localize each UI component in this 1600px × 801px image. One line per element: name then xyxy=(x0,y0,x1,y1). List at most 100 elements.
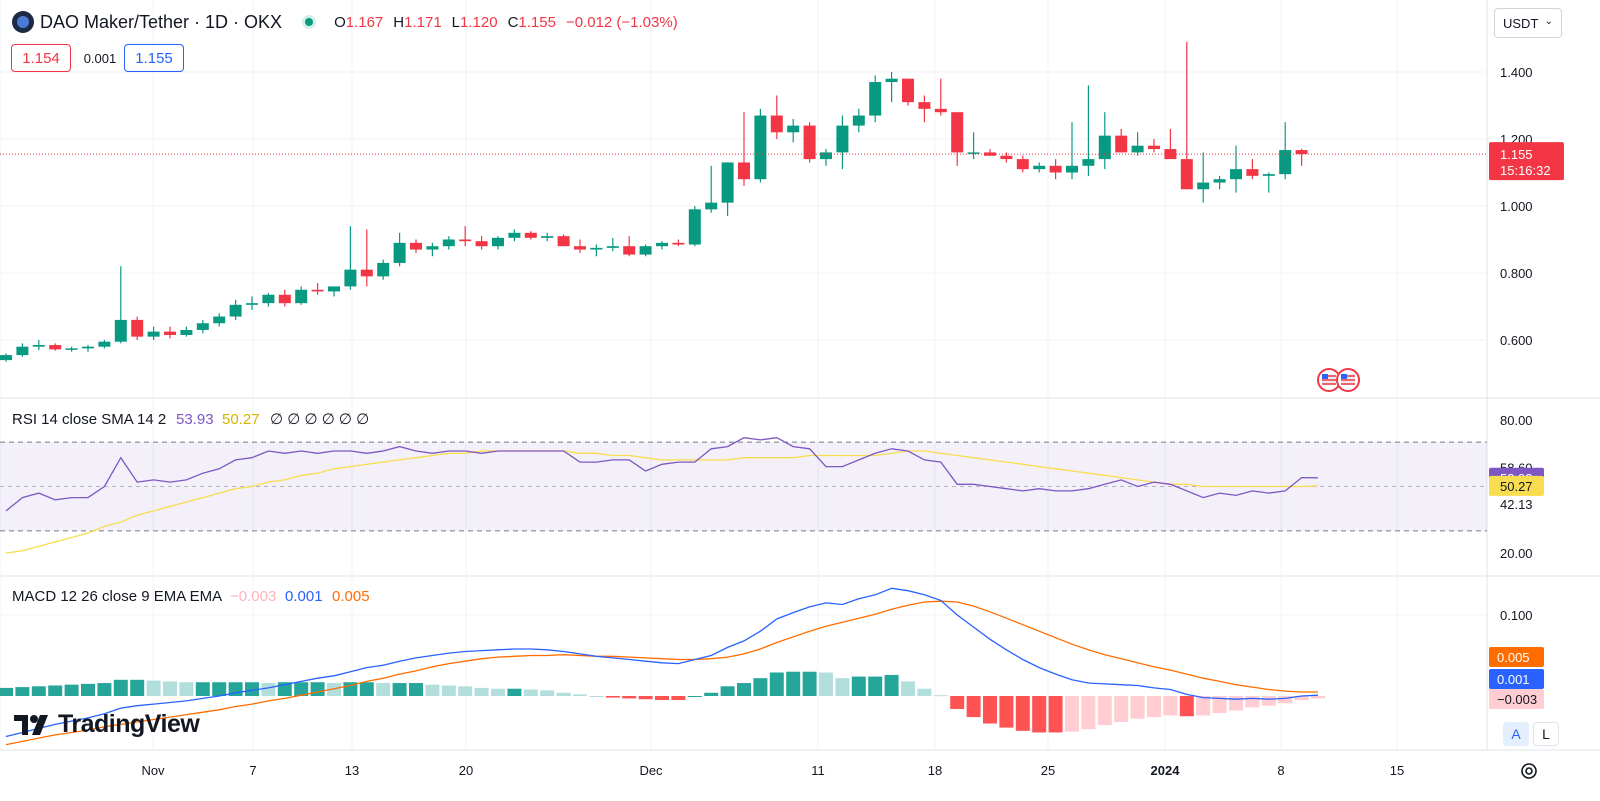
candle-body xyxy=(229,304,242,317)
candle-body xyxy=(1082,159,1095,166)
macd-histogram-bar xyxy=(294,682,309,696)
macd-histogram-bar xyxy=(1048,696,1063,733)
macd-histogram-bar xyxy=(753,678,768,696)
price-pane xyxy=(0,41,1487,362)
candle-body xyxy=(98,341,111,347)
symbol-title[interactable]: DAO Maker/Tether · 1D · OKX xyxy=(40,11,283,32)
candle-body xyxy=(688,209,701,245)
macd-histogram-bar xyxy=(245,682,259,696)
candle-body xyxy=(541,236,554,238)
sell-price-button[interactable]: 1.154 xyxy=(11,44,71,72)
rsi-tick-label: 80.00 xyxy=(1500,413,1533,428)
price-tick-label: 1.400 xyxy=(1500,65,1533,80)
candle-body xyxy=(574,246,586,250)
macd-histogram-bar xyxy=(901,681,915,696)
time-tick-label: 8 xyxy=(1277,763,1284,778)
candle-body xyxy=(1115,135,1128,153)
countdown-label: 15:16:32 xyxy=(1500,163,1551,178)
time-tick-label: 20 xyxy=(459,763,473,778)
candle-body xyxy=(180,329,193,335)
candle-body xyxy=(770,115,783,133)
macd-histogram-bar xyxy=(425,684,440,696)
macd-histogram-bar xyxy=(1229,696,1243,711)
time-tick-label: 2024 xyxy=(1151,763,1181,778)
macd-histogram-bar xyxy=(212,682,227,696)
buy-price-button[interactable]: 1.155 xyxy=(124,44,184,72)
currency-label: USDT xyxy=(1503,15,1539,31)
candle-body xyxy=(1033,165,1046,170)
candle-body xyxy=(1131,145,1144,153)
candle-body xyxy=(787,125,800,133)
log-scale-button[interactable]: L xyxy=(1533,722,1559,746)
time-tick-label: Dec xyxy=(639,763,663,778)
macd-histogram-bar xyxy=(392,683,407,696)
ohlc-low: L1.120 xyxy=(451,13,498,31)
candle-body xyxy=(1230,169,1242,180)
macd-histogram-bar xyxy=(1278,696,1293,704)
macd-histogram-bar xyxy=(1212,696,1227,714)
currency-select[interactable]: USDT ⌄ xyxy=(1494,8,1562,38)
flag-canton xyxy=(1341,374,1347,379)
rsi-value-tag xyxy=(1489,475,1544,496)
candle-body xyxy=(131,319,144,337)
macd-histogram-bar xyxy=(441,685,456,696)
macd-histogram-bar xyxy=(491,688,505,696)
candle-body xyxy=(246,303,258,305)
macd-legend-value: 0.001 xyxy=(285,588,323,605)
macd-histogram-bar xyxy=(1081,696,1096,730)
candle-body xyxy=(1049,165,1062,173)
ohlc-close: C1.155 xyxy=(507,13,556,31)
candle-body xyxy=(1246,169,1259,176)
macd-histogram-bar xyxy=(310,682,325,696)
macd-histogram-bar xyxy=(933,695,948,697)
flag-canton xyxy=(1322,374,1328,379)
candle-body xyxy=(1180,159,1193,190)
legend-header: DAO Maker/Tether · 1D · OKX O1.167 H1.17… xyxy=(12,10,678,34)
candle-body xyxy=(967,152,980,154)
macd-histogram-bar xyxy=(97,683,112,696)
macd-histogram-bar xyxy=(261,683,276,696)
candle-body xyxy=(492,237,504,247)
macd-value-tag xyxy=(1489,689,1544,709)
candle-body xyxy=(442,239,455,247)
macd-histogram-bar xyxy=(605,696,620,698)
macd-histogram-bar xyxy=(458,686,473,696)
time-tick-label: 15 xyxy=(1390,763,1404,778)
market-status-icon[interactable] xyxy=(302,15,317,29)
time-tick-label: 25 xyxy=(1041,763,1055,778)
gear-icon[interactable] xyxy=(1518,760,1540,782)
tradingview-logo[interactable]: TradingView xyxy=(14,710,200,739)
candle-body xyxy=(114,319,127,342)
macd-histogram-bar xyxy=(720,686,735,696)
rsi-tick-label: 20.00 xyxy=(1500,546,1533,561)
macd-histogram-bar xyxy=(376,683,391,696)
price-tick-label: 1.000 xyxy=(1500,199,1533,214)
spread-value: 0.001 xyxy=(83,50,117,66)
macd-histogram-bar xyxy=(1114,696,1129,722)
macd-histogram-bar xyxy=(622,696,637,699)
dao-maker-logo-icon xyxy=(12,11,34,33)
candle-body xyxy=(1066,165,1078,173)
macd-histogram-bar xyxy=(507,688,522,696)
macd-histogram-bar xyxy=(146,680,161,696)
candle-body xyxy=(393,242,406,263)
candle-body xyxy=(639,246,652,255)
macd-histogram-bar xyxy=(802,671,817,696)
macd-histogram-bar xyxy=(113,679,128,696)
macd-histogram-bar xyxy=(589,696,604,697)
macd-histogram-bar xyxy=(671,696,686,701)
auto-scale-button[interactable]: A xyxy=(1503,722,1529,746)
axes: 1.4001.2001.0000.8000.6001.15515:16:3280… xyxy=(141,65,1564,778)
candle-body xyxy=(32,345,45,347)
candle-body xyxy=(1148,145,1160,150)
macd-histogram-bar xyxy=(786,671,801,696)
price-change: −0.012 (−1.03%) xyxy=(565,13,678,31)
macd-histogram-bar xyxy=(999,696,1014,728)
candle-body xyxy=(606,246,619,248)
grid xyxy=(0,0,1600,751)
candle-body xyxy=(672,242,685,245)
macd-histogram-bar xyxy=(15,687,30,696)
candle-body xyxy=(1262,174,1275,176)
candle-body xyxy=(328,286,340,292)
